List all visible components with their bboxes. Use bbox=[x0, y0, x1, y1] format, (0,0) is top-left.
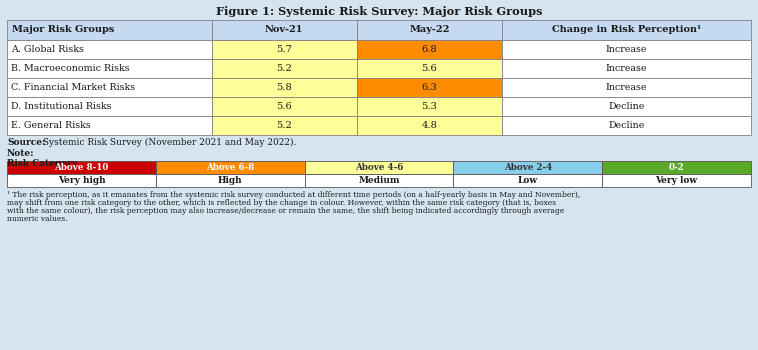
Text: E. General Risks: E. General Risks bbox=[11, 121, 91, 130]
Bar bbox=[357, 40, 502, 59]
Text: Above 6-8: Above 6-8 bbox=[206, 163, 255, 172]
Bar bbox=[357, 20, 502, 40]
Text: Increase: Increase bbox=[606, 83, 647, 92]
Bar bbox=[453, 161, 602, 174]
Text: may shift from one risk category to the other, which is reflected by the change : may shift from one risk category to the … bbox=[7, 199, 556, 207]
Bar bbox=[502, 20, 751, 40]
Bar bbox=[357, 116, 502, 135]
Bar bbox=[305, 161, 453, 174]
Bar bbox=[7, 40, 211, 59]
Bar bbox=[211, 59, 357, 78]
Text: B. Macroeconomic Risks: B. Macroeconomic Risks bbox=[11, 64, 130, 73]
Text: 5.2: 5.2 bbox=[276, 64, 292, 73]
Bar bbox=[7, 161, 156, 174]
Text: 5.6: 5.6 bbox=[276, 102, 292, 111]
Bar bbox=[357, 59, 502, 78]
Bar bbox=[453, 174, 602, 187]
Bar bbox=[211, 78, 357, 97]
Text: Change in Risk Perception¹: Change in Risk Perception¹ bbox=[552, 26, 701, 35]
Bar bbox=[357, 78, 502, 97]
Bar bbox=[305, 174, 453, 187]
Text: Very high: Very high bbox=[58, 176, 105, 185]
Text: Increase: Increase bbox=[606, 64, 647, 73]
Bar bbox=[7, 116, 211, 135]
Bar bbox=[7, 59, 211, 78]
Text: Major Risk Groups: Major Risk Groups bbox=[12, 26, 114, 35]
Bar bbox=[156, 161, 305, 174]
Text: 5.2: 5.2 bbox=[276, 121, 292, 130]
Text: Above 2-4: Above 2-4 bbox=[503, 163, 552, 172]
Text: C. Financial Market Risks: C. Financial Market Risks bbox=[11, 83, 135, 92]
Text: Very low: Very low bbox=[656, 176, 697, 185]
Text: D. Institutional Risks: D. Institutional Risks bbox=[11, 102, 111, 111]
Text: 0-2: 0-2 bbox=[669, 163, 684, 172]
Text: 5.6: 5.6 bbox=[421, 64, 437, 73]
Text: Above 8-10: Above 8-10 bbox=[55, 163, 108, 172]
Text: Increase: Increase bbox=[606, 45, 647, 54]
Text: Note:: Note: bbox=[7, 149, 35, 158]
Text: Source:: Source: bbox=[7, 138, 45, 147]
Text: 6.3: 6.3 bbox=[421, 83, 437, 92]
Bar bbox=[502, 116, 751, 135]
Bar bbox=[211, 40, 357, 59]
Text: A. Global Risks: A. Global Risks bbox=[11, 45, 84, 54]
Bar bbox=[502, 78, 751, 97]
Text: numeric values.: numeric values. bbox=[7, 215, 67, 223]
Bar bbox=[211, 116, 357, 135]
Bar bbox=[7, 97, 211, 116]
Bar bbox=[502, 40, 751, 59]
Text: 4.8: 4.8 bbox=[421, 121, 437, 130]
Bar bbox=[211, 20, 357, 40]
Text: Systemic Risk Survey (November 2021 and May 2022).: Systemic Risk Survey (November 2021 and … bbox=[40, 138, 296, 147]
Text: Decline: Decline bbox=[608, 102, 644, 111]
Bar bbox=[602, 161, 751, 174]
Text: with the same colour), the risk perception may also increase/decrease or remain : with the same colour), the risk percepti… bbox=[7, 207, 565, 215]
Bar bbox=[156, 174, 305, 187]
Bar bbox=[7, 174, 156, 187]
Text: Low: Low bbox=[518, 176, 538, 185]
Text: Medium: Medium bbox=[359, 176, 399, 185]
Bar bbox=[7, 20, 211, 40]
Text: Nov-21: Nov-21 bbox=[265, 26, 303, 35]
Bar bbox=[602, 174, 751, 187]
Bar bbox=[502, 59, 751, 78]
Bar bbox=[211, 97, 357, 116]
Bar bbox=[357, 97, 502, 116]
Text: 6.8: 6.8 bbox=[421, 45, 437, 54]
Text: Figure 1: Systemic Risk Survey: Major Risk Groups: Figure 1: Systemic Risk Survey: Major Ri… bbox=[216, 6, 542, 17]
Text: Decline: Decline bbox=[608, 121, 644, 130]
Text: ¹ The risk perception, as it emanates from the systemic risk survey conducted at: ¹ The risk perception, as it emanates fr… bbox=[7, 191, 581, 199]
Text: 5.3: 5.3 bbox=[421, 102, 437, 111]
Text: Risk Category: Risk Category bbox=[7, 159, 77, 168]
Text: 5.7: 5.7 bbox=[276, 45, 292, 54]
Bar bbox=[7, 78, 211, 97]
Text: Above 4-6: Above 4-6 bbox=[355, 163, 403, 172]
Bar bbox=[502, 97, 751, 116]
Text: May-22: May-22 bbox=[409, 26, 449, 35]
Text: 5.8: 5.8 bbox=[276, 83, 292, 92]
Text: High: High bbox=[218, 176, 243, 185]
